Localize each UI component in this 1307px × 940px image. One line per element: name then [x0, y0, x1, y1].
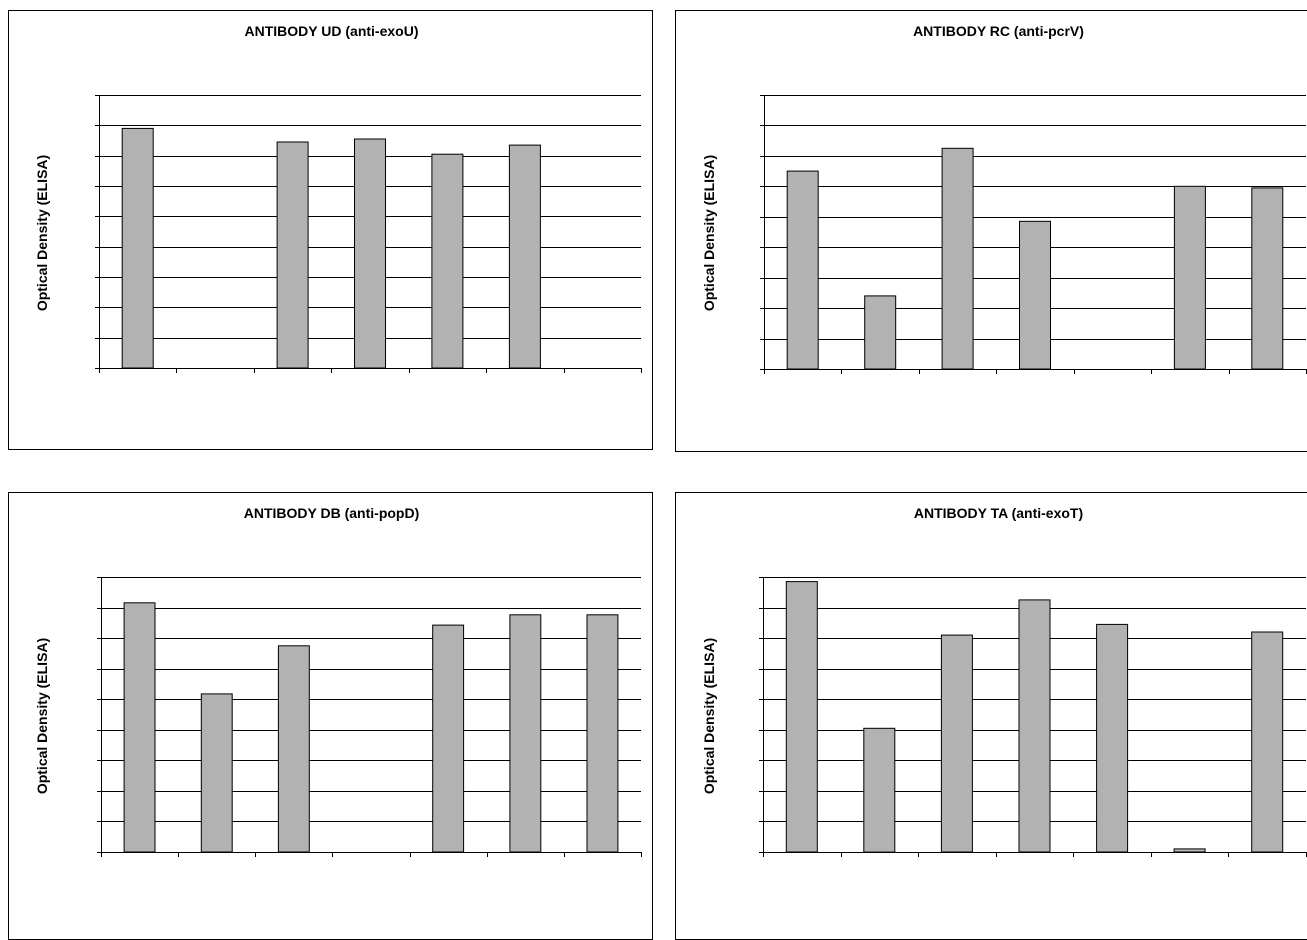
bar [277, 645, 310, 853]
plot-area [759, 577, 1307, 857]
chart-panel-db: ANTIBODY DB (anti-popD) Optical Density … [8, 492, 653, 940]
bar [1096, 623, 1129, 853]
y-axis-label: Optical Density (ELISA) [34, 154, 51, 311]
chart-title: ANTIBODY TA (anti-exoT) [913, 505, 1084, 521]
chart-title: ANTIBODY UD (anti-exoU) [244, 23, 419, 39]
bar [200, 693, 233, 853]
bar [941, 147, 974, 370]
chart-panel-rc: ANTIBODY RC (anti-pcrV) Optical Density … [675, 10, 1307, 452]
bar [509, 614, 542, 853]
bar-chart-db [97, 577, 642, 857]
bar [508, 144, 541, 369]
bar [940, 634, 973, 853]
bar [1173, 185, 1206, 370]
bar [354, 138, 386, 369]
bar [786, 170, 819, 370]
bar [121, 127, 154, 369]
y-axis-label: Optical Density (ELISA) [34, 637, 51, 794]
bar [431, 153, 464, 369]
bar [864, 295, 897, 370]
bar [785, 581, 818, 853]
y-axis-label: Optical Density (ELISA) [701, 637, 718, 794]
bar-chart-ud [95, 95, 642, 373]
chart-panel-ud: ANTIBODY UD (anti-exoU) Optical Density … [8, 10, 653, 450]
plot-area [760, 95, 1307, 374]
y-axis-label: Optical Density (ELISA) [701, 154, 718, 312]
plot-area [97, 577, 642, 857]
bar [586, 614, 619, 853]
bar [123, 602, 156, 853]
bar [276, 141, 309, 369]
bar [1173, 848, 1206, 853]
bar [1251, 187, 1284, 370]
bar-chart-ta [759, 577, 1307, 857]
chart-panel-ta: ANTIBODY TA (anti-exoT) Optical Density … [675, 492, 1307, 940]
chart-title: ANTIBODY RC (anti-pcrV) [913, 23, 1084, 39]
bar [432, 624, 465, 853]
chart-title: ANTIBODY DB (anti-popD) [243, 505, 420, 521]
plot-area [95, 95, 642, 373]
bar [863, 727, 896, 853]
bar [1019, 220, 1051, 370]
bar [1018, 599, 1051, 853]
bar-chart-rc [760, 95, 1307, 374]
bar [1251, 631, 1284, 853]
